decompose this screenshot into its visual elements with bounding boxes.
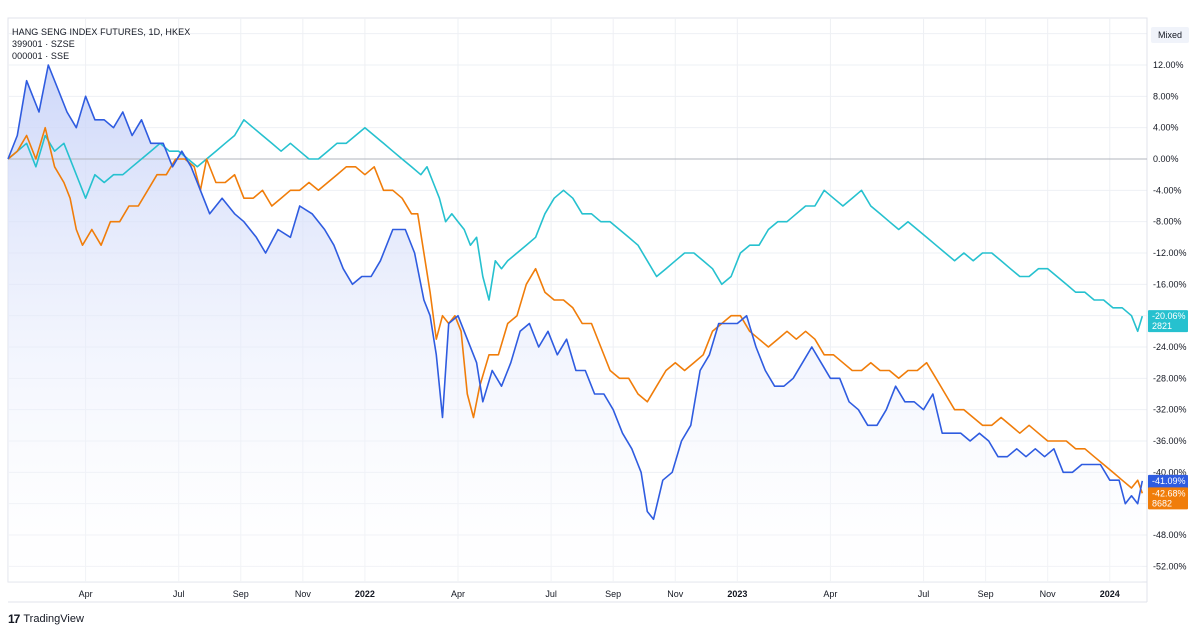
tradingview-brand[interactable]: 17 TradingView <box>8 612 84 626</box>
y-tick-label: -48.00% <box>1153 530 1187 540</box>
y-tick-label: -32.00% <box>1153 405 1187 415</box>
x-tick-label: Nov <box>667 589 684 599</box>
x-tick-label: Nov <box>1040 589 1057 599</box>
y-tick-label: 12.00% <box>1153 60 1184 70</box>
x-axis: Apr Jul Sep Nov 2022 Apr Jul Sep Nov 2023 Apr Jul Se… <box>79 589 1120 599</box>
series-line-szse[interactable] <box>7 126 1144 494</box>
y-tick-label: -4.00% <box>1153 185 1182 195</box>
x-tick-label: Nov <box>295 589 312 599</box>
last-pct-label: -20.06% <box>1152 311 1186 321</box>
last-value-tags: -41.09%16238-42.68%8682-20.06%2821 <box>1148 310 1188 510</box>
y-tick-label: 0.00% <box>1153 154 1179 164</box>
last-price-label: 8682 <box>1152 498 1172 508</box>
y-tick-label: -28.00% <box>1153 373 1187 383</box>
y-tick-label: 4.00% <box>1153 123 1179 133</box>
legend-hsi[interactable]: HANG SENG INDEX FUTURES, 1D, HKEX <box>12 27 191 37</box>
y-tick-label: -36.00% <box>1153 436 1187 446</box>
y-tick-label: -16.00% <box>1153 279 1187 289</box>
x-tick-label: Sep <box>605 589 621 599</box>
legend-szse[interactable]: 399001 · SZSE <box>12 39 75 49</box>
x-tick-label: Apr <box>823 589 837 599</box>
x-tick-label: Jul <box>545 589 557 599</box>
hsi-area <box>8 65 1143 582</box>
tradingview-logo-icon: 17 <box>8 612 20 626</box>
last-value-tag-szse: -42.68%8682 <box>1148 487 1188 510</box>
brand-name: TradingView <box>23 613 84 625</box>
y-tick-label: -12.00% <box>1153 248 1187 258</box>
y-tick-label: 8.00% <box>1153 91 1179 101</box>
last-value-tag-sse: -20.06%2821 <box>1148 310 1188 333</box>
series-line-sse[interactable] <box>7 119 1144 333</box>
x-tick-label: Apr <box>451 589 465 599</box>
x-tick-label: Apr <box>79 589 93 599</box>
legend-sse[interactable]: 000001 · SSE <box>12 51 70 61</box>
x-tick-label: 2024 <box>1100 589 1120 599</box>
x-tick-label: 2023 <box>727 589 747 599</box>
last-pct-label: -41.09% <box>1152 476 1186 486</box>
last-pct-label: -42.68% <box>1152 488 1186 498</box>
scale-mode-button[interactable]: Mixed <box>1151 27 1189 43</box>
series-line-hsi[interactable] <box>7 64 1144 521</box>
x-tick-label: Sep <box>233 589 249 599</box>
x-tick-label: 2022 <box>355 589 375 599</box>
y-tick-label: -52.00% <box>1153 561 1187 571</box>
y-tick-label: -24.00% <box>1153 342 1187 352</box>
x-tick-label: Jul <box>918 589 930 599</box>
x-tick-label: Jul <box>173 589 185 599</box>
y-tick-label: -40.00% <box>1153 467 1187 477</box>
y-tick-label: -8.00% <box>1153 217 1182 227</box>
hsi-area-fill <box>8 65 1143 582</box>
last-price-label: 2821 <box>1152 321 1172 331</box>
x-tick-label: Sep <box>978 589 994 599</box>
chart-legend: HANG SENG INDEX FUTURES, 1D, HKEX 399001… <box>12 26 190 62</box>
series-lines <box>7 64 1144 521</box>
